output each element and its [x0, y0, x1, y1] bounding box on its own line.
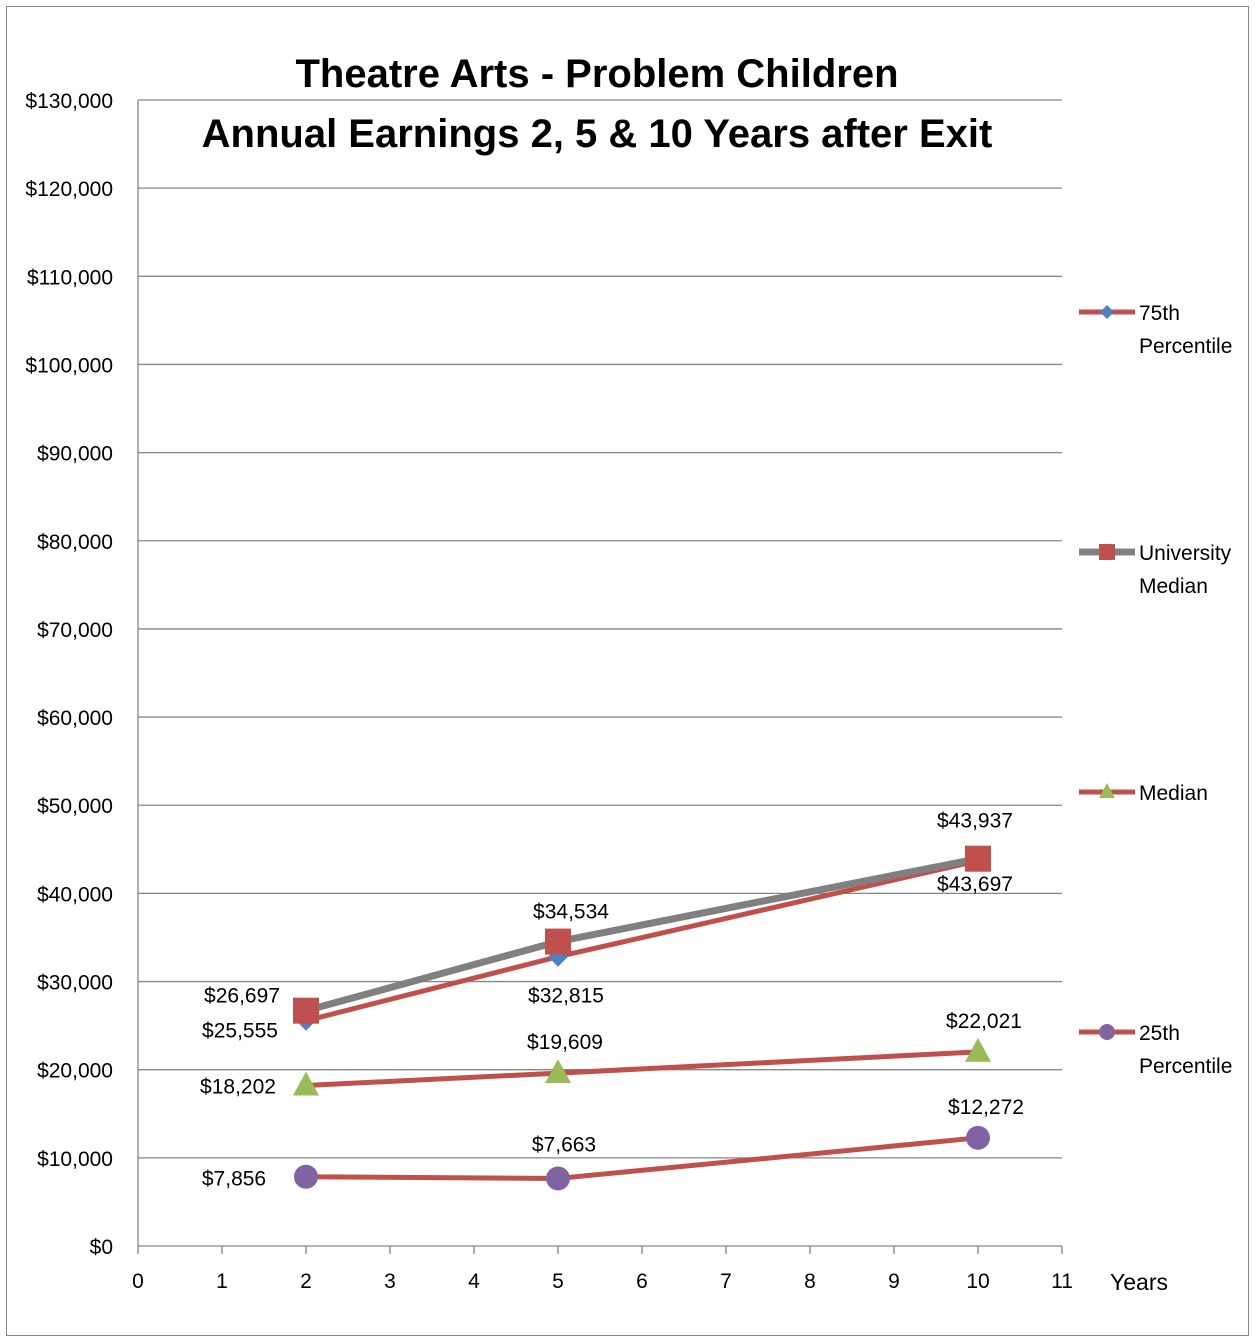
line-chart: $0 $10,000 $20,000 $30,000 $40,000 $50,000 $60…: [25, 52, 1232, 1295]
chart-title: Theatre Arts - Problem Children Annual E…: [202, 52, 993, 156]
data-point-square: [293, 997, 319, 1024]
data-point-square: [965, 845, 991, 872]
data-label: $22,021: [946, 1010, 1022, 1033]
gridlines: [138, 99, 1062, 1159]
data-point-triangle: [545, 1059, 571, 1084]
x-tick-label: 9: [888, 1270, 900, 1293]
data-point-triangle: [293, 1071, 319, 1096]
x-tick-label: 5: [552, 1270, 564, 1293]
x-tick-label: 0: [132, 1270, 144, 1293]
y-tick-label: $120,000: [25, 178, 113, 201]
series-line-triangle: [305, 1049, 979, 1089]
data-label: $7,856: [202, 1168, 266, 1191]
data-labels: $25,555 $32,815 $43,697 $26,697 $34,534 $43,9…: [200, 810, 1024, 1191]
data-label: $7,663: [532, 1133, 596, 1156]
y-tick-label: $70,000: [37, 619, 113, 642]
series-lines: [305, 855, 979, 1181]
chart-title-line-2: Annual Earnings 2, 5 & 10 Years after Ex…: [202, 112, 993, 156]
y-tick-label: $110,000: [27, 266, 113, 289]
x-tick-label: 3: [384, 1270, 396, 1293]
data-label: $34,534: [533, 901, 609, 924]
legend-label: Percentile: [1139, 1055, 1232, 1078]
chart-frame: $0 $10,000 $20,000 $30,000 $40,000 $50,000 $60…: [6, 6, 1249, 1336]
series-line-diamond: [305, 858, 979, 1024]
x-tick-label: 8: [804, 1270, 816, 1293]
y-tick-label: $10,000: [37, 1148, 113, 1171]
legend-marker: [1099, 1024, 1115, 1040]
x-tick-label: 4: [468, 1270, 480, 1293]
legend-marker: [1099, 783, 1115, 798]
x-tick-label: 1: [216, 1270, 228, 1293]
legend: 75th Percentile University Median Median 25th…: [1079, 302, 1232, 1078]
legend-marker: [1099, 544, 1115, 560]
legend-label: Percentile: [1139, 335, 1232, 358]
y-tick-label: $20,000: [37, 1060, 113, 1083]
series-markers: [293, 845, 991, 1191]
x-tick-label: 11: [1051, 1270, 1073, 1293]
data-label: $19,609: [527, 1031, 603, 1054]
legend-marker: [1100, 305, 1114, 319]
y-tick-label: $130,000: [25, 90, 113, 113]
series-line-square: [305, 855, 979, 1015]
y-tick-label: $90,000: [37, 443, 113, 466]
y-tick-label: $40,000: [37, 883, 113, 906]
y-tick-label: $30,000: [37, 972, 113, 995]
legend-label: Median: [1139, 575, 1208, 598]
chart-title-line-1: Theatre Arts - Problem Children: [295, 52, 898, 96]
y-tick-label: $0: [90, 1236, 113, 1259]
data-point-circle: [966, 1125, 990, 1150]
data-label: $32,815: [528, 985, 604, 1008]
data-point-square: [545, 928, 571, 955]
data-point-circle: [294, 1164, 318, 1189]
legend-label: 75th: [1139, 302, 1180, 325]
y-tick-label: $50,000: [37, 795, 113, 818]
data-label: $25,555: [202, 1020, 278, 1043]
data-point-circle: [546, 1166, 570, 1191]
legend-label: 25th: [1139, 1022, 1180, 1045]
x-tick-label: 6: [636, 1270, 648, 1293]
data-label: $12,272: [948, 1096, 1024, 1119]
data-label: $18,202: [200, 1076, 276, 1099]
data-label: $26,697: [204, 985, 280, 1008]
y-tick-label: $100,000: [25, 354, 113, 377]
x-tick-label: 10: [966, 1270, 989, 1293]
axes: $0 $10,000 $20,000 $30,000 $40,000 $50,000 $60…: [25, 90, 1073, 1293]
data-label: $43,697: [937, 873, 1013, 896]
x-tick-label: 2: [300, 1270, 312, 1293]
legend-label: University: [1139, 542, 1232, 565]
data-point-triangle: [965, 1037, 991, 1062]
y-tick-label: $80,000: [37, 531, 113, 554]
x-axis-label: Years: [1110, 1269, 1168, 1295]
y-tick-label: $60,000: [37, 707, 113, 730]
data-label: $43,937: [937, 810, 1013, 833]
legend-label: Median: [1139, 782, 1208, 805]
x-tick-label: 7: [720, 1270, 732, 1293]
